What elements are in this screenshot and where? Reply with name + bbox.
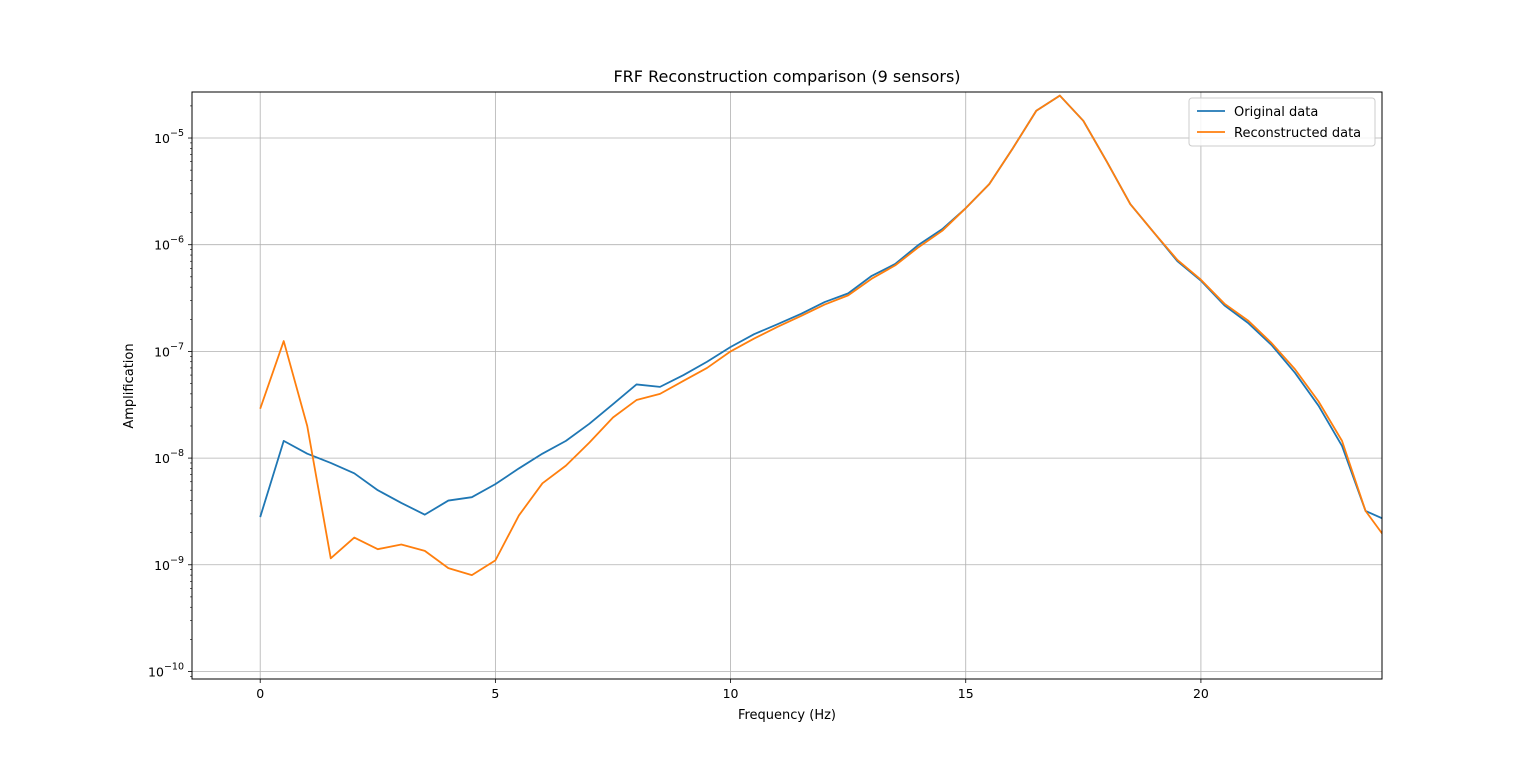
x-axis-label: Frequency (Hz) [738,708,836,723]
y-axis-ticks: 10−10 10−9 10−8 10−7 10−6 10−5 [148,105,192,679]
x-tick-label: 10 [723,686,739,701]
legend-label: Original data [1234,105,1318,120]
x-tick-label: 5 [491,686,499,701]
y-tick-label: 10−9 [154,555,184,573]
series-lines [259,94,1382,577]
plot-frame [191,91,1383,680]
legend: Original data Reconstructed data [1188,97,1376,147]
y-tick-label: 10−6 [154,235,184,253]
chart-title: FRF Reconstruction comparison (9 sensors… [613,67,960,86]
y-tick-label: 10−7 [154,341,184,359]
x-axis-ticks: 0 5 10 15 20 [256,679,1209,701]
series-line [259,94,1382,577]
x-tick-label: 0 [256,686,264,701]
y-tick-label: 10−5 [154,128,184,146]
legend-box [1188,97,1376,147]
x-tick-label: 15 [958,686,974,701]
grid [192,92,1382,679]
y-axis-label: Amplification [122,343,137,428]
legend-label: Reconstructed data [1234,126,1361,141]
y-tick-label: 10−8 [154,448,184,466]
x-tick-label: 20 [1193,686,1209,701]
y-tick-label: 10−10 [148,661,184,679]
series-line [259,94,1382,520]
